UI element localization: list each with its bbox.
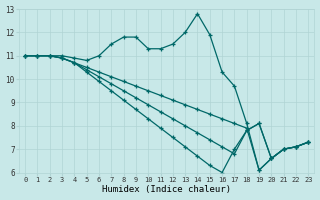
X-axis label: Humidex (Indice chaleur): Humidex (Indice chaleur) [102, 185, 231, 194]
